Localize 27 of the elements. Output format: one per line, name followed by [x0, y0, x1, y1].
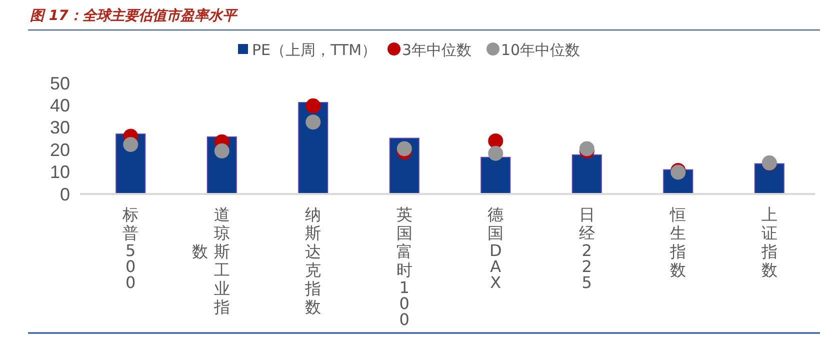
legend-label: 10年中位数	[501, 41, 580, 59]
x-tick-label: 纳斯达克指数	[304, 205, 322, 316]
x-tick-label: 恒生指数	[669, 205, 686, 280]
y-tick-label: 0	[60, 184, 70, 204]
x-tick-label: 日经225	[578, 205, 595, 292]
point	[488, 133, 504, 148]
point	[396, 141, 412, 156]
point	[488, 146, 504, 161]
category-label: 道琼斯工业指数	[192, 205, 230, 316]
bar	[572, 154, 602, 194]
chart-title: 图 17：全球主要估值市盈率水平	[30, 7, 238, 24]
point	[306, 114, 321, 130]
y-tick-label: 40	[50, 96, 70, 116]
legend-label: PE（上周，TTM）	[252, 41, 377, 59]
point	[214, 143, 230, 158]
y-tick-label: 30	[50, 118, 70, 138]
x-tick-label: 英国富时100	[396, 205, 412, 329]
bar	[480, 156, 511, 194]
legend-label: 3年中位数	[402, 41, 472, 59]
x-tick-label: 上证指数	[760, 205, 778, 280]
y-tick-label: 20	[50, 140, 70, 160]
y-tick-label: 50	[50, 73, 70, 94]
x-tick-label: 德国DAX	[488, 205, 504, 292]
point	[306, 98, 321, 114]
point	[123, 136, 138, 152]
x-tick-label: 标普500	[122, 205, 139, 292]
y-tick-label: 10	[50, 162, 70, 182]
